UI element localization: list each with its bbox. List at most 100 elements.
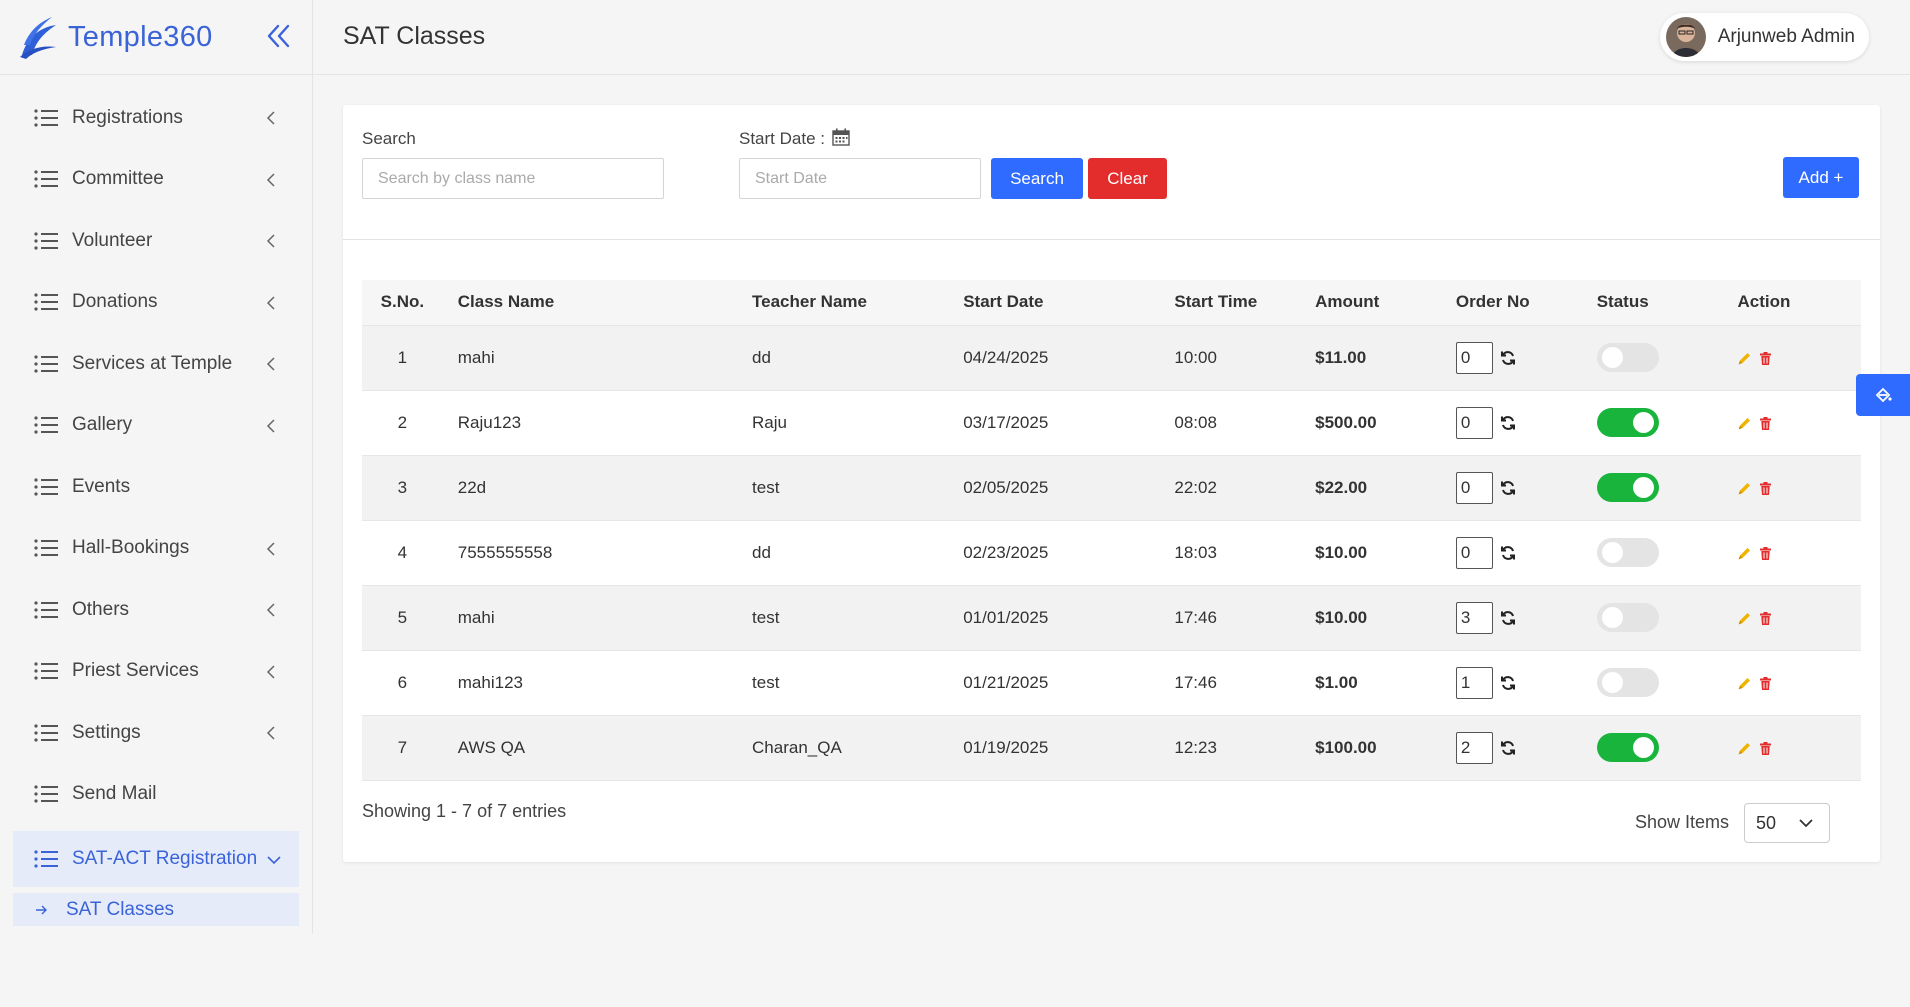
sidebar-item-label: Gallery bbox=[72, 414, 133, 436]
brand-name: Temple360 bbox=[68, 20, 213, 53]
sidebar-item-label: Priest Services bbox=[72, 660, 199, 682]
sidebar-item-label: SAT-ACT Registration bbox=[72, 848, 258, 869]
cell-status bbox=[1581, 649, 1723, 715]
sidebar-item-events[interactable]: Events bbox=[0, 456, 312, 518]
sidebar-item-sat-act-registration[interactable]: SAT-ACT Registration bbox=[13, 831, 299, 887]
edit-icon[interactable] bbox=[1737, 416, 1752, 431]
calendar-icon[interactable] bbox=[832, 128, 850, 146]
order-no-input[interactable]: 2 bbox=[1455, 731, 1493, 764]
sidebar-item-label: Send Mail bbox=[72, 783, 157, 805]
toggle-knob bbox=[1601, 607, 1623, 628]
sidebar-item-others[interactable]: Others bbox=[0, 579, 312, 641]
cell-order-no: 0 bbox=[1440, 519, 1582, 585]
column-header-action: Action bbox=[1722, 280, 1861, 325]
cell-teacher-name: test bbox=[737, 649, 949, 715]
status-toggle[interactable] bbox=[1596, 603, 1659, 632]
cell-order-no: 2 bbox=[1440, 714, 1582, 781]
status-toggle[interactable] bbox=[1596, 473, 1659, 502]
sidebar-item-committee[interactable]: Committee bbox=[0, 149, 312, 211]
theme-customizer-tab[interactable] bbox=[1856, 374, 1910, 416]
cell-sno: 3 bbox=[362, 454, 443, 520]
sidebar-item-registrations[interactable]: Registrations bbox=[0, 87, 312, 149]
status-toggle[interactable] bbox=[1596, 408, 1659, 437]
edit-icon[interactable] bbox=[1737, 741, 1752, 756]
sidebar-item-hall-bookings[interactable]: Hall-Bookings bbox=[0, 518, 312, 580]
order-no-input[interactable]: 0 bbox=[1455, 341, 1493, 374]
sidebar-item-settings[interactable]: Settings bbox=[0, 702, 312, 764]
cell-class-name: mahi bbox=[442, 584, 738, 650]
list-icon bbox=[34, 662, 58, 680]
delete-icon[interactable] bbox=[1758, 416, 1773, 431]
chevron-left-icon bbox=[266, 357, 275, 371]
edit-icon[interactable] bbox=[1737, 481, 1752, 496]
collapse-sidebar-icon[interactable] bbox=[266, 22, 290, 50]
delete-icon[interactable] bbox=[1758, 676, 1773, 691]
list-icon bbox=[34, 232, 58, 250]
edit-icon[interactable] bbox=[1737, 676, 1752, 691]
cell-order-no: 3 bbox=[1440, 584, 1582, 650]
search-input[interactable] bbox=[362, 158, 664, 199]
add-button[interactable]: Add + bbox=[1783, 157, 1859, 198]
cell-class-name: 7555555558 bbox=[442, 519, 738, 585]
delete-icon[interactable] bbox=[1758, 741, 1773, 756]
table-body: 1 mahi dd 04/24/2025 10:00 $11.00 0 2 Raju123 Raj… bbox=[362, 324, 1861, 781]
order-no-input[interactable]: 0 bbox=[1455, 471, 1493, 504]
refresh-icon[interactable] bbox=[1500, 675, 1516, 691]
delete-icon[interactable] bbox=[1758, 546, 1773, 561]
table-row: 5 mahi test 01/01/2025 17:46 $10.00 3 bbox=[362, 584, 1861, 650]
cell-status bbox=[1581, 454, 1723, 520]
show-items-select[interactable]: 50 bbox=[1744, 803, 1830, 843]
status-toggle[interactable] bbox=[1596, 538, 1659, 567]
status-toggle[interactable] bbox=[1596, 343, 1659, 372]
sidebar-subitem-sat-classes[interactable]: SAT Classes bbox=[13, 893, 299, 926]
sidebar: Temple360 Registrations Committee Voluntee… bbox=[0, 0, 313, 934]
edit-icon[interactable] bbox=[1737, 546, 1752, 561]
toggle-knob bbox=[1601, 542, 1623, 563]
sidebar-item-services-at-temple[interactable]: Services at Temple bbox=[0, 333, 312, 395]
delete-icon[interactable] bbox=[1758, 611, 1773, 626]
refresh-icon[interactable] bbox=[1500, 740, 1516, 756]
sidebar-item-volunteer[interactable]: Volunteer bbox=[0, 210, 312, 272]
order-no-input[interactable]: 1 bbox=[1455, 666, 1493, 699]
page-title: SAT Classes bbox=[343, 22, 486, 50]
search-label: Search bbox=[362, 129, 416, 148]
refresh-icon[interactable] bbox=[1500, 545, 1516, 561]
status-toggle[interactable] bbox=[1596, 733, 1659, 762]
search-button[interactable]: Search bbox=[991, 158, 1083, 199]
toggle-knob bbox=[1632, 412, 1654, 433]
arrow-right-icon bbox=[36, 905, 47, 914]
clear-button[interactable]: Clear bbox=[1088, 158, 1167, 199]
refresh-icon[interactable] bbox=[1500, 350, 1516, 366]
top-header: SAT Classes Arjunweb Admin bbox=[313, 0, 1910, 75]
chevron-left-icon bbox=[266, 172, 275, 187]
user-menu[interactable]: Arjunweb Admin bbox=[1659, 13, 1869, 61]
delete-icon[interactable] bbox=[1758, 351, 1773, 366]
refresh-icon[interactable] bbox=[1500, 480, 1516, 496]
refresh-icon[interactable] bbox=[1500, 610, 1516, 626]
chevron-left-icon bbox=[266, 111, 275, 125]
cell-amount: $100.00 bbox=[1300, 714, 1441, 781]
order-no-input[interactable]: 3 bbox=[1455, 601, 1493, 634]
sidebar-item-send-mail[interactable]: Send Mail bbox=[0, 764, 312, 826]
edit-icon[interactable] bbox=[1737, 611, 1752, 626]
cell-class-name: AWS QA bbox=[442, 714, 738, 781]
refresh-icon[interactable] bbox=[1500, 415, 1516, 431]
start-date-input[interactable] bbox=[739, 158, 981, 199]
cell-start-time: 10:00 bbox=[1159, 324, 1301, 390]
delete-icon[interactable] bbox=[1758, 481, 1773, 496]
sidebar-item-priest-services[interactable]: Priest Services bbox=[0, 641, 312, 703]
sidebar-item-donations[interactable]: Donations bbox=[0, 272, 312, 334]
cell-start-date: 01/21/2025 bbox=[948, 649, 1160, 715]
list-icon bbox=[34, 109, 58, 127]
column-header-start-time: Start Time bbox=[1159, 280, 1301, 325]
temple-logo-icon bbox=[20, 17, 56, 59]
cell-start-time: 17:46 bbox=[1159, 584, 1301, 650]
order-no-input[interactable]: 0 bbox=[1455, 406, 1493, 439]
sidebar-item-gallery[interactable]: Gallery bbox=[0, 395, 312, 457]
toggle-knob bbox=[1632, 737, 1654, 758]
list-icon bbox=[34, 850, 58, 868]
edit-icon[interactable] bbox=[1737, 351, 1752, 366]
status-toggle[interactable] bbox=[1596, 668, 1659, 697]
sidebar-item-label: Services at Temple bbox=[72, 352, 233, 374]
order-no-input[interactable]: 0 bbox=[1455, 536, 1493, 569]
